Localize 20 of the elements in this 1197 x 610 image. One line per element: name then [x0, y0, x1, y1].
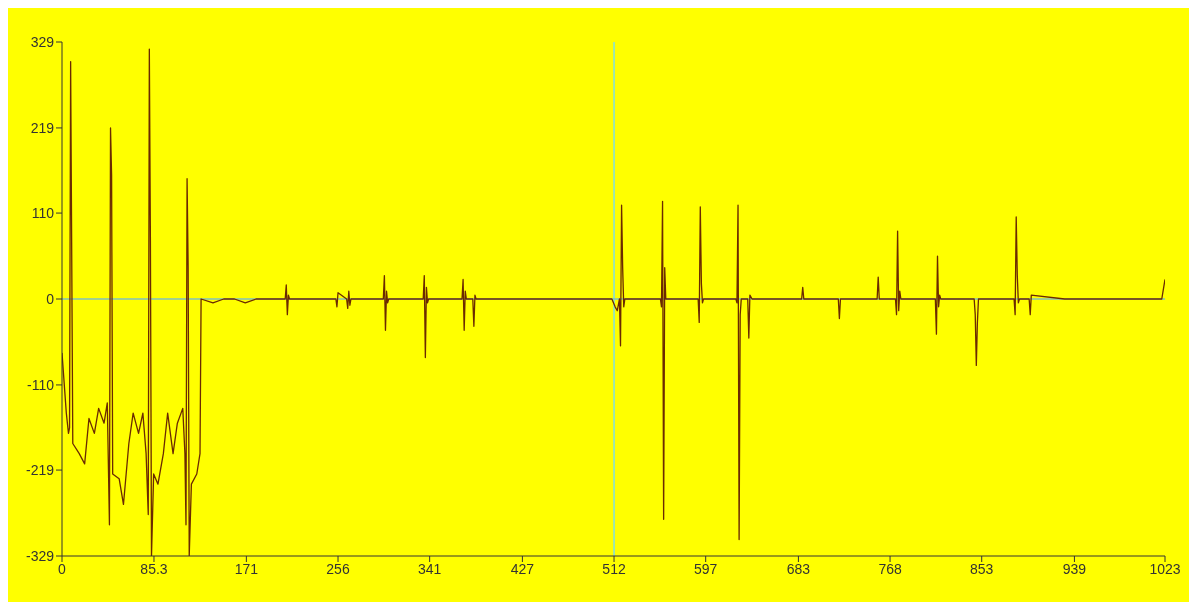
- y-tick-label: 329: [30, 33, 55, 50]
- x-tick-label: 85.3: [140, 560, 168, 577]
- x-tick-label: 341: [417, 560, 442, 577]
- y-tick-label: 0: [46, 290, 55, 307]
- x-tick-label: 0: [58, 560, 67, 577]
- x-tick-label: 683: [786, 560, 811, 577]
- x-tick-label: 597: [694, 560, 718, 577]
- x-tick-label: 1023: [1149, 560, 1181, 577]
- x-tick-label: 512: [602, 560, 626, 577]
- x-tick-label: 427: [510, 560, 535, 577]
- x-tick-label: 256: [326, 560, 350, 577]
- x-tick-label: 768: [878, 560, 902, 577]
- y-tick-label: 219: [30, 119, 55, 136]
- x-tick-label: 939: [1062, 560, 1087, 577]
- y-tick-label: -219: [25, 462, 55, 479]
- x-tick-label: 171: [234, 560, 259, 577]
- x-tick-label: 853: [970, 560, 994, 577]
- y-tick-label: -329: [25, 547, 55, 564]
- y-tick-label: 110: [31, 205, 55, 222]
- y-tick-label: -110: [27, 376, 55, 393]
